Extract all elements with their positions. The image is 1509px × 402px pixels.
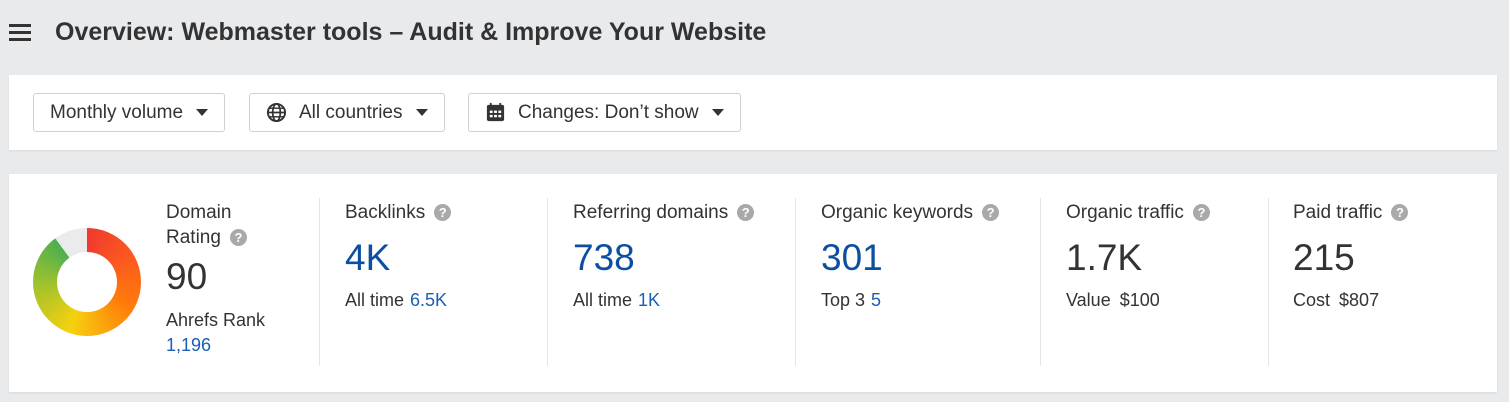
country-dropdown[interactable]: All countries <box>249 93 445 132</box>
ahrefs-rank-label: Ahrefs Rank <box>166 310 266 330</box>
domain-rating-label-2: Rating <box>166 227 221 248</box>
paid-traffic-sub-value: $807 <box>1339 290 1380 310</box>
paid-traffic-value: 215 <box>1293 237 1355 278</box>
ahrefs-rank-value[interactable]: 1,196 <box>166 335 212 355</box>
organic-traffic-sub-label: Value <box>1066 290 1111 310</box>
organic-keywords-sub-label: Top 3 <box>821 290 866 310</box>
referring-domains-metric: Referring domains? 738 All time 1K <box>573 200 755 311</box>
help-icon[interactable]: ? <box>982 204 1000 221</box>
divider <box>1268 198 1269 366</box>
divider <box>795 198 796 366</box>
organic-traffic-label: Organic traffic <box>1066 202 1184 223</box>
menu-icon[interactable] <box>9 24 31 41</box>
paid-traffic-sub-label: Cost <box>1293 290 1331 310</box>
volume-dropdown[interactable]: Monthly volume <box>33 93 226 132</box>
domain-rating-gauge <box>33 228 141 336</box>
metrics-panel: Domain Rating? 90 Ahrefs Rank 1,196 Back… <box>9 174 1497 392</box>
referring-domains-sub-value[interactable]: 1K <box>638 290 661 310</box>
caret-down-icon <box>415 109 428 116</box>
help-icon[interactable]: ? <box>1192 204 1210 221</box>
country-dropdown-label: All countries <box>299 101 403 123</box>
backlinks-value[interactable]: 4K <box>345 237 391 278</box>
calendar-icon <box>486 102 505 122</box>
changes-dropdown[interactable]: Changes: Don’t show <box>468 93 741 132</box>
domain-rating-metric: Domain Rating? 90 Ahrefs Rank 1,196 <box>166 200 265 358</box>
filters-bar: Monthly volume All countries Changes: Do… <box>9 75 1497 150</box>
divider <box>1040 198 1041 366</box>
organic-traffic-metric: Organic traffic? 1.7K Value $100 <box>1066 200 1210 311</box>
organic-traffic-value: 1.7K <box>1066 237 1143 278</box>
domain-rating-label-1: Domain <box>166 202 232 223</box>
backlinks-metric: Backlinks? 4K All time 6.5K <box>345 200 452 311</box>
backlinks-sub-label: All time <box>345 290 405 310</box>
changes-dropdown-label: Changes: Don’t show <box>518 101 699 123</box>
backlinks-label: Backlinks <box>345 202 426 223</box>
page-header: Overview: Webmaster tools – Audit & Impr… <box>9 18 766 47</box>
page-title: Overview: Webmaster tools – Audit & Impr… <box>55 18 767 46</box>
divider <box>547 198 548 366</box>
globe-icon <box>266 102 287 123</box>
help-icon[interactable]: ? <box>434 204 452 221</box>
help-icon[interactable]: ? <box>1391 204 1409 221</box>
paid-traffic-label: Paid traffic <box>1293 202 1383 223</box>
volume-dropdown-label: Monthly volume <box>50 101 184 123</box>
organic-keywords-sub-value[interactable]: 5 <box>871 290 882 310</box>
divider <box>319 198 320 366</box>
caret-down-icon <box>196 109 209 116</box>
organic-traffic-sub-value: $100 <box>1119 290 1160 310</box>
help-icon[interactable]: ? <box>737 204 755 221</box>
backlinks-sub-value[interactable]: 6.5K <box>410 290 448 310</box>
referring-domains-sub-label: All time <box>573 290 633 310</box>
domain-rating-value: 90 <box>166 256 208 297</box>
paid-traffic-metric: Paid traffic? 215 Cost $807 <box>1293 200 1409 311</box>
organic-keywords-label: Organic keywords <box>821 202 974 223</box>
referring-domains-label: Referring domains <box>573 202 729 223</box>
referring-domains-value[interactable]: 738 <box>573 237 635 278</box>
caret-down-icon <box>711 109 724 116</box>
organic-keywords-value[interactable]: 301 <box>821 237 883 278</box>
help-icon[interactable]: ? <box>229 229 247 246</box>
